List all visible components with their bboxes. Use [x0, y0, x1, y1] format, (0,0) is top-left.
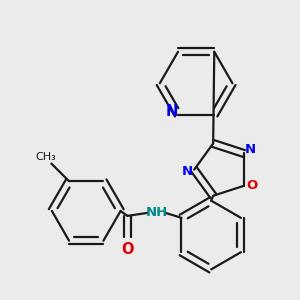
Text: N: N [245, 143, 256, 156]
Text: N: N [182, 165, 193, 178]
Text: O: O [246, 179, 257, 192]
Text: O: O [121, 242, 134, 257]
Text: N: N [166, 104, 178, 119]
Text: NH: NH [146, 206, 168, 219]
Text: CH₃: CH₃ [35, 152, 56, 162]
